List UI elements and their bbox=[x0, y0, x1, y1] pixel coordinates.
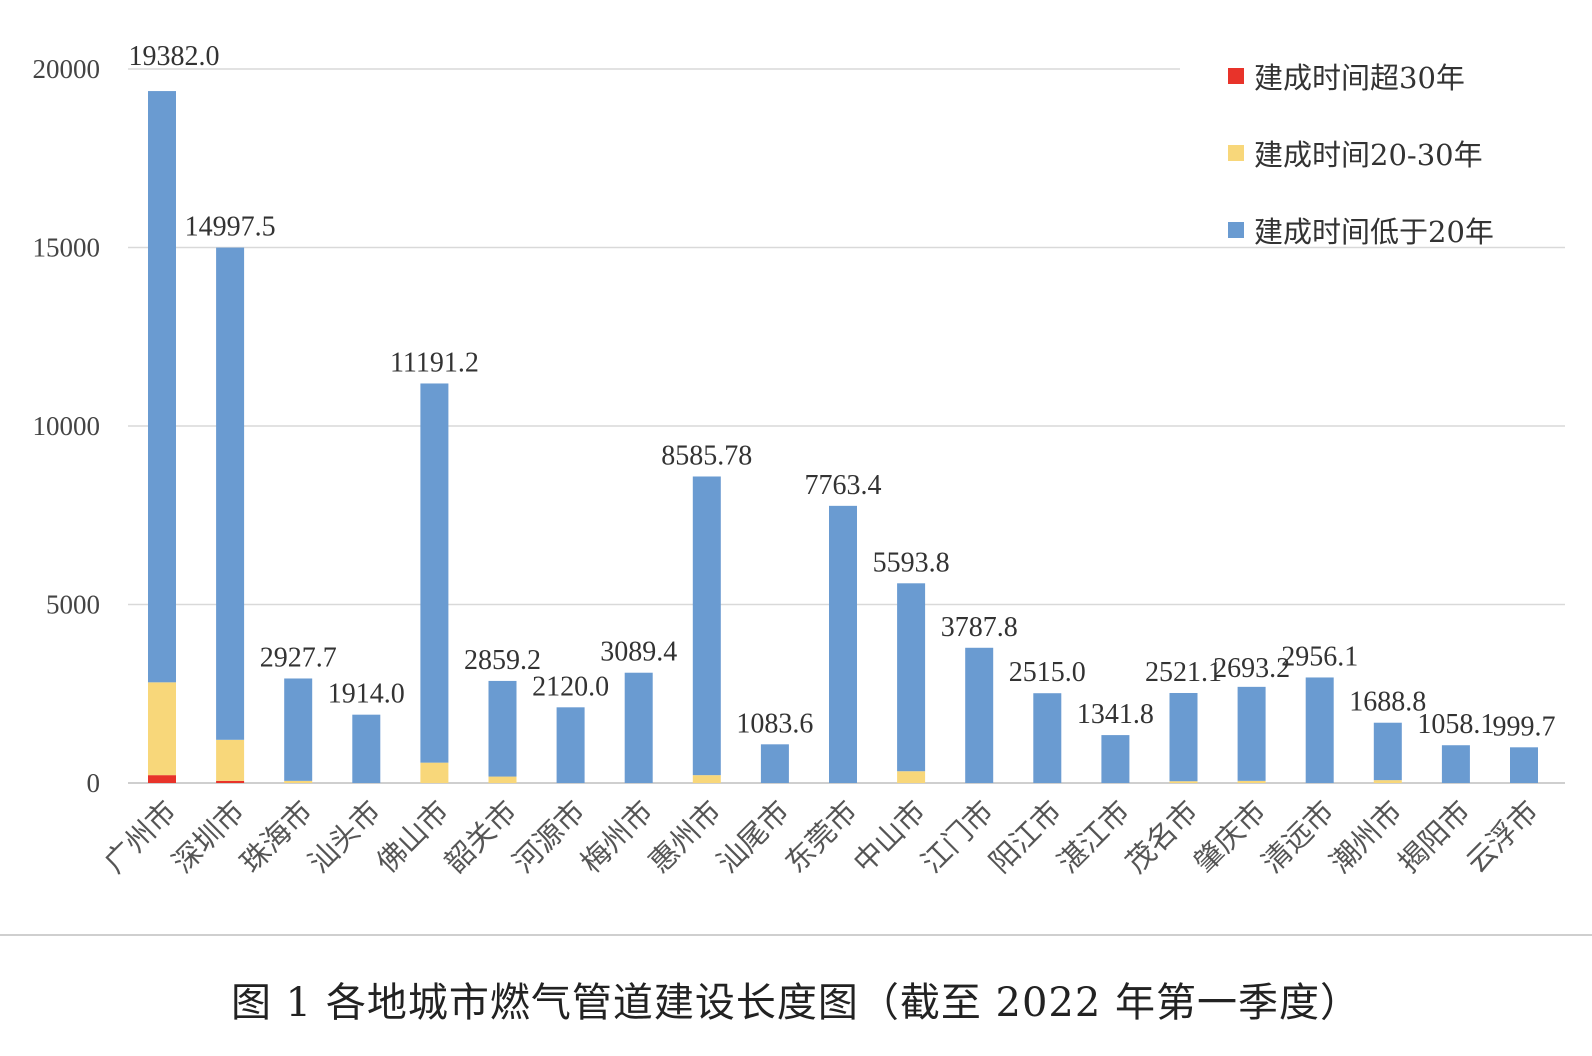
total-data-label: 2120.0 bbox=[532, 671, 609, 702]
y-tick-label: 5000 bbox=[46, 590, 100, 620]
legend-label: 建成时间20-30年 bbox=[1254, 138, 1483, 172]
y-axis: 0 5000 10000 15000 20000 bbox=[33, 54, 101, 798]
bar-segment-3 bbox=[1169, 692, 1198, 782]
x-tick-label: 佛山市 bbox=[370, 794, 456, 880]
figure-caption: 图 1 各地城市燃气管道建设长度图（截至 2022 年第一季度） bbox=[230, 980, 1362, 1026]
x-tick-label: 广州市 bbox=[97, 794, 183, 880]
bar-segment-3 bbox=[1237, 686, 1266, 781]
x-tick-label: 惠州市 bbox=[642, 794, 728, 880]
x-tick-label: 中山市 bbox=[846, 794, 932, 880]
bar-segment-3 bbox=[1373, 722, 1402, 781]
total-data-label: 2956.1 bbox=[1281, 641, 1358, 672]
total-data-label: 1058.1 bbox=[1417, 709, 1494, 740]
bar-segment-1 bbox=[148, 775, 176, 783]
bar-segment-2 bbox=[692, 775, 721, 783]
total-data-label: 8585.78 bbox=[661, 440, 752, 471]
bar-segment-2 bbox=[420, 762, 449, 783]
bar-segment-2 bbox=[148, 682, 176, 776]
total-data-label: 2693.2 bbox=[1213, 653, 1290, 684]
total-data-label: 14997.5 bbox=[185, 212, 276, 243]
bar-segment-2 bbox=[284, 780, 313, 783]
bar-segment-2 bbox=[216, 739, 245, 781]
caption-divider bbox=[0, 934, 1592, 936]
bar-segment-3 bbox=[965, 647, 994, 783]
bar-segment-3 bbox=[284, 678, 313, 781]
bar-segment-3 bbox=[760, 744, 789, 783]
bar-segment-3 bbox=[1510, 747, 1538, 783]
total-data-label: 5593.8 bbox=[873, 547, 950, 578]
y-tick-label: 0 bbox=[87, 768, 101, 798]
x-axis: 广州市深圳市珠海市汕头市佛山市韶关市河源市梅州市惠州市汕尾市东莞市中山市江门市阳… bbox=[97, 794, 1545, 880]
x-tick-label: 肇庆市 bbox=[1187, 794, 1273, 880]
bar-segment-3 bbox=[556, 707, 585, 783]
x-tick-label: 韶关市 bbox=[438, 794, 524, 880]
x-tick-label: 珠海市 bbox=[234, 794, 320, 880]
bar-segment-3 bbox=[1033, 693, 1062, 783]
x-tick-label: 东莞市 bbox=[778, 794, 864, 880]
total-data-label: 3089.4 bbox=[600, 637, 677, 668]
bar-segment-2 bbox=[488, 776, 517, 783]
x-tick-label: 清远市 bbox=[1255, 794, 1341, 880]
bar-segment-3 bbox=[420, 383, 449, 763]
x-tick-label: 汕头市 bbox=[302, 794, 388, 880]
bar-segment-3 bbox=[216, 247, 245, 740]
x-tick-label: 阳江市 bbox=[983, 794, 1069, 880]
bar-segment-2 bbox=[1373, 780, 1402, 783]
total-data-label: 1688.8 bbox=[1349, 687, 1426, 718]
x-tick-label: 茂名市 bbox=[1119, 794, 1205, 880]
bar-segment-3 bbox=[488, 680, 517, 777]
y-tick-label: 10000 bbox=[33, 411, 101, 441]
total-data-label: 1083.6 bbox=[736, 708, 813, 739]
bar-segment-3 bbox=[1441, 745, 1470, 783]
x-tick-label: 湛江市 bbox=[1051, 794, 1137, 880]
bar-segment-2 bbox=[1237, 780, 1266, 783]
bar-segment-3 bbox=[352, 714, 381, 783]
bars bbox=[148, 91, 1538, 783]
total-data-label: 11191.2 bbox=[390, 347, 479, 378]
x-tick-label: 揭阳市 bbox=[1391, 794, 1477, 880]
bar-segment-3 bbox=[692, 476, 721, 776]
bar-segment-2 bbox=[897, 771, 926, 783]
total-data-label: 1914.0 bbox=[328, 679, 405, 710]
bar-segment-3 bbox=[148, 91, 176, 683]
total-data-label: 2515.0 bbox=[1009, 657, 1086, 688]
total-data-label: 1341.8 bbox=[1077, 699, 1154, 730]
legend-swatch bbox=[1228, 68, 1244, 84]
x-tick-label: 云浮市 bbox=[1459, 794, 1545, 880]
y-tick-label: 15000 bbox=[33, 233, 101, 263]
x-tick-label: 深圳市 bbox=[165, 794, 251, 880]
bar-segment-3 bbox=[624, 672, 653, 783]
total-data-label: 999.7 bbox=[1493, 711, 1556, 742]
total-data-label: 2859.2 bbox=[464, 645, 541, 676]
total-data-label: 2927.7 bbox=[260, 642, 337, 673]
bar-segment-3 bbox=[1305, 677, 1334, 783]
total-data-label: 7763.4 bbox=[805, 470, 882, 501]
total-data-label: 3787.8 bbox=[941, 612, 1018, 643]
legend-swatch bbox=[1228, 145, 1244, 161]
x-tick-label: 梅州市 bbox=[574, 794, 660, 880]
y-tick-label: 20000 bbox=[33, 54, 101, 84]
legend-label: 建成时间低于20年 bbox=[1254, 215, 1494, 249]
bar-segment-3 bbox=[897, 583, 926, 772]
x-tick-label: 潮州市 bbox=[1323, 794, 1409, 880]
bar-segment-3 bbox=[829, 505, 857, 783]
data-labels: 19382.014997.52927.71914.011191.22859.22… bbox=[129, 41, 1556, 742]
bar-segment-3 bbox=[1101, 735, 1130, 783]
stacked-bar-chart: 0 5000 10000 15000 20000 19382.0 14997.5 2927.… bbox=[33, 41, 1565, 880]
bar-segment-2 bbox=[1169, 781, 1198, 783]
legend-swatch bbox=[1228, 222, 1244, 238]
x-tick-label: 河源市 bbox=[506, 794, 592, 880]
total-data-label: 2521.1 bbox=[1145, 657, 1222, 688]
bar-segment-1 bbox=[216, 780, 245, 783]
x-tick-label: 江门市 bbox=[915, 794, 1001, 880]
legend-label: 建成时间超30年 bbox=[1254, 61, 1465, 95]
total-data-label: 19382.0 bbox=[129, 41, 220, 72]
x-tick-label: 汕尾市 bbox=[710, 794, 796, 880]
